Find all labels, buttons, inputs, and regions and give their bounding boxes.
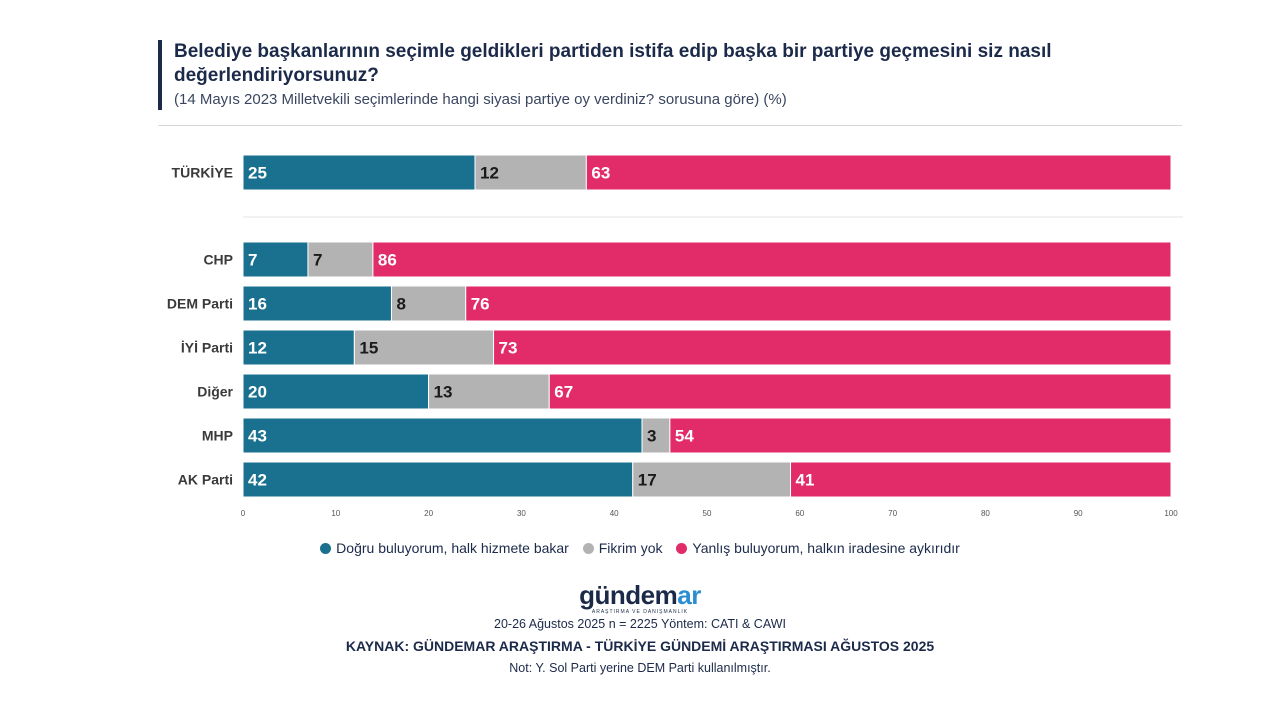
chart-title: Belediye başkanlarının seçimle geldikler… — [174, 41, 1052, 86]
data-label-fikir-yok-diğer: 13 — [434, 383, 453, 402]
logo-wordmark: gündemar — [0, 582, 1280, 608]
data-label-fikir-yok-dem-parti: 8 — [396, 295, 405, 314]
data-label-dogru-mhp: 43 — [248, 427, 267, 446]
chart-subtitle: (14 Mayıs 2023 Milletvekili seçimlerinde… — [174, 91, 787, 108]
bar-fikir-yok-dem-parti — [390, 285, 467, 322]
x-tick-20: 20 — [424, 509, 433, 518]
bar-yanlis-mhp — [669, 417, 1172, 454]
x-tick-90: 90 — [1074, 509, 1083, 518]
bar-dogru-mhp — [242, 417, 643, 454]
x-tick-100: 100 — [1164, 509, 1178, 518]
data-label-fikir-yok-türki-ye: 12 — [480, 164, 499, 183]
data-label-dogru-dem-parti: 16 — [248, 295, 267, 314]
data-label-dogru-chp: 7 — [248, 251, 257, 270]
data-label-fikir-yok-chp: 7 — [313, 251, 322, 270]
data-label-dogru-diğer: 20 — [248, 383, 267, 402]
logo-main-text: gündem — [579, 580, 678, 610]
bar-fikir-yok-i-yi-parti — [353, 329, 495, 366]
x-tick-0: 0 — [241, 509, 246, 518]
header-divider — [158, 125, 1182, 126]
footer-method: 20-26 Ağustos 2025 n = 2225 Yöntem: CATI… — [494, 617, 786, 631]
x-tick-30: 30 — [517, 509, 526, 518]
data-label-yanlis-türki-ye: 63 — [591, 164, 610, 183]
legend-dot-fikir-yok — [582, 543, 594, 554]
data-label-yanlis-chp: 86 — [378, 251, 397, 270]
data-label-yanlis-diğer: 67 — [554, 383, 573, 402]
bar-fikir-yok-chp — [307, 241, 374, 278]
legend-dot-yanlis — [676, 543, 688, 554]
bar-dogru-ak-parti — [242, 461, 634, 498]
legend-label-dogru: Doğru buluyorum, halk hizmete bakar — [336, 540, 569, 556]
bar-dogru-i-yi-parti — [242, 329, 355, 366]
bar-dogru-chp — [242, 241, 309, 278]
bar-yanlis-i-yi-parti — [493, 329, 1172, 366]
bar-fikir-yok-diğer — [428, 373, 550, 410]
bar-fikir-yok-ak-parti — [632, 461, 792, 498]
x-tick-40: 40 — [610, 509, 619, 518]
data-label-yanlis-dem-parti: 76 — [471, 295, 490, 314]
x-tick-10: 10 — [331, 509, 340, 518]
category-label-chp: CHP — [203, 252, 233, 268]
data-label-fikir-yok-ak-parti: 17 — [638, 471, 657, 490]
footer-note: Not: Y. Sol Parti yerine DEM Parti kulla… — [509, 661, 771, 675]
category-label-i-yi-parti: İYİ Parti — [181, 340, 233, 356]
x-tick-70: 70 — [888, 509, 897, 518]
data-label-dogru-i-yi-parti: 12 — [248, 339, 267, 358]
legend-item-yanlis: Yanlış buluyorum, halkın iradesine aykır… — [676, 540, 960, 556]
bar-yanlis-türki-ye — [585, 154, 1172, 191]
x-tick-50: 50 — [703, 509, 712, 518]
bar-dogru-diğer — [242, 373, 430, 410]
data-label-yanlis-ak-parti: 41 — [796, 471, 815, 490]
legend-item-fikir-yok: Fikrim yok — [582, 540, 663, 556]
bar-yanlis-chp — [372, 241, 1172, 278]
legend: Doğru buluyorum, halk hizmete bakar Fikr… — [0, 540, 1280, 556]
legend-item-dogru: Doğru buluyorum, halk hizmete bakar — [320, 540, 569, 556]
category-label-türki-ye: TÜRKİYE — [172, 165, 233, 181]
x-tick-80: 80 — [981, 509, 990, 518]
logo-tagline: ARAŞTIRMA VE DANIŞMANLIK — [591, 609, 689, 615]
bar-dogru-türki-ye — [242, 154, 476, 191]
legend-label-fikir-yok: Fikrim yok — [598, 540, 663, 556]
data-label-dogru-türki-ye: 25 — [248, 164, 267, 183]
data-label-dogru-ak-parti: 42 — [248, 471, 267, 490]
x-tick-60: 60 — [795, 509, 804, 518]
bar-yanlis-diğer — [548, 373, 1172, 410]
data-label-yanlis-mhp: 54 — [675, 427, 694, 446]
bar-yanlis-ak-parti — [790, 461, 1172, 498]
bar-yanlis-dem-parti — [465, 285, 1172, 322]
legend-dot-dogru — [320, 543, 332, 554]
footer-source: KAYNAK: GÜNDEMAR ARAŞTIRMA - TÜRKİYE GÜN… — [345, 638, 935, 654]
category-label-dem-parti: DEM Parti — [167, 296, 233, 312]
category-label-diğer: Diğer — [197, 384, 233, 400]
data-label-fikir-yok-mhp: 3 — [647, 427, 656, 446]
title-block: Belediye başkanlarının seçimle geldikler… — [158, 40, 1174, 110]
logo-accent-text: ar — [677, 580, 701, 610]
category-label-mhp: MHP — [202, 428, 233, 444]
category-label-ak-parti: AK Parti — [178, 472, 233, 488]
data-label-yanlis-i-yi-parti: 73 — [499, 339, 518, 358]
legend-label-yanlis: Yanlış buluyorum, halkın iradesine aykır… — [692, 540, 960, 556]
gundemar-logo: gündemar ARAŞTIRMA VE DANIŞMANLIK — [0, 582, 1280, 615]
stacked-bar-chart: TÜRKİYE 25 12 63 CHP 7 7 86 DEM Parti 16 8 76 İYİ Pa… — [167, 154, 1183, 518]
data-label-fikir-yok-i-yi-parti: 15 — [359, 339, 378, 358]
